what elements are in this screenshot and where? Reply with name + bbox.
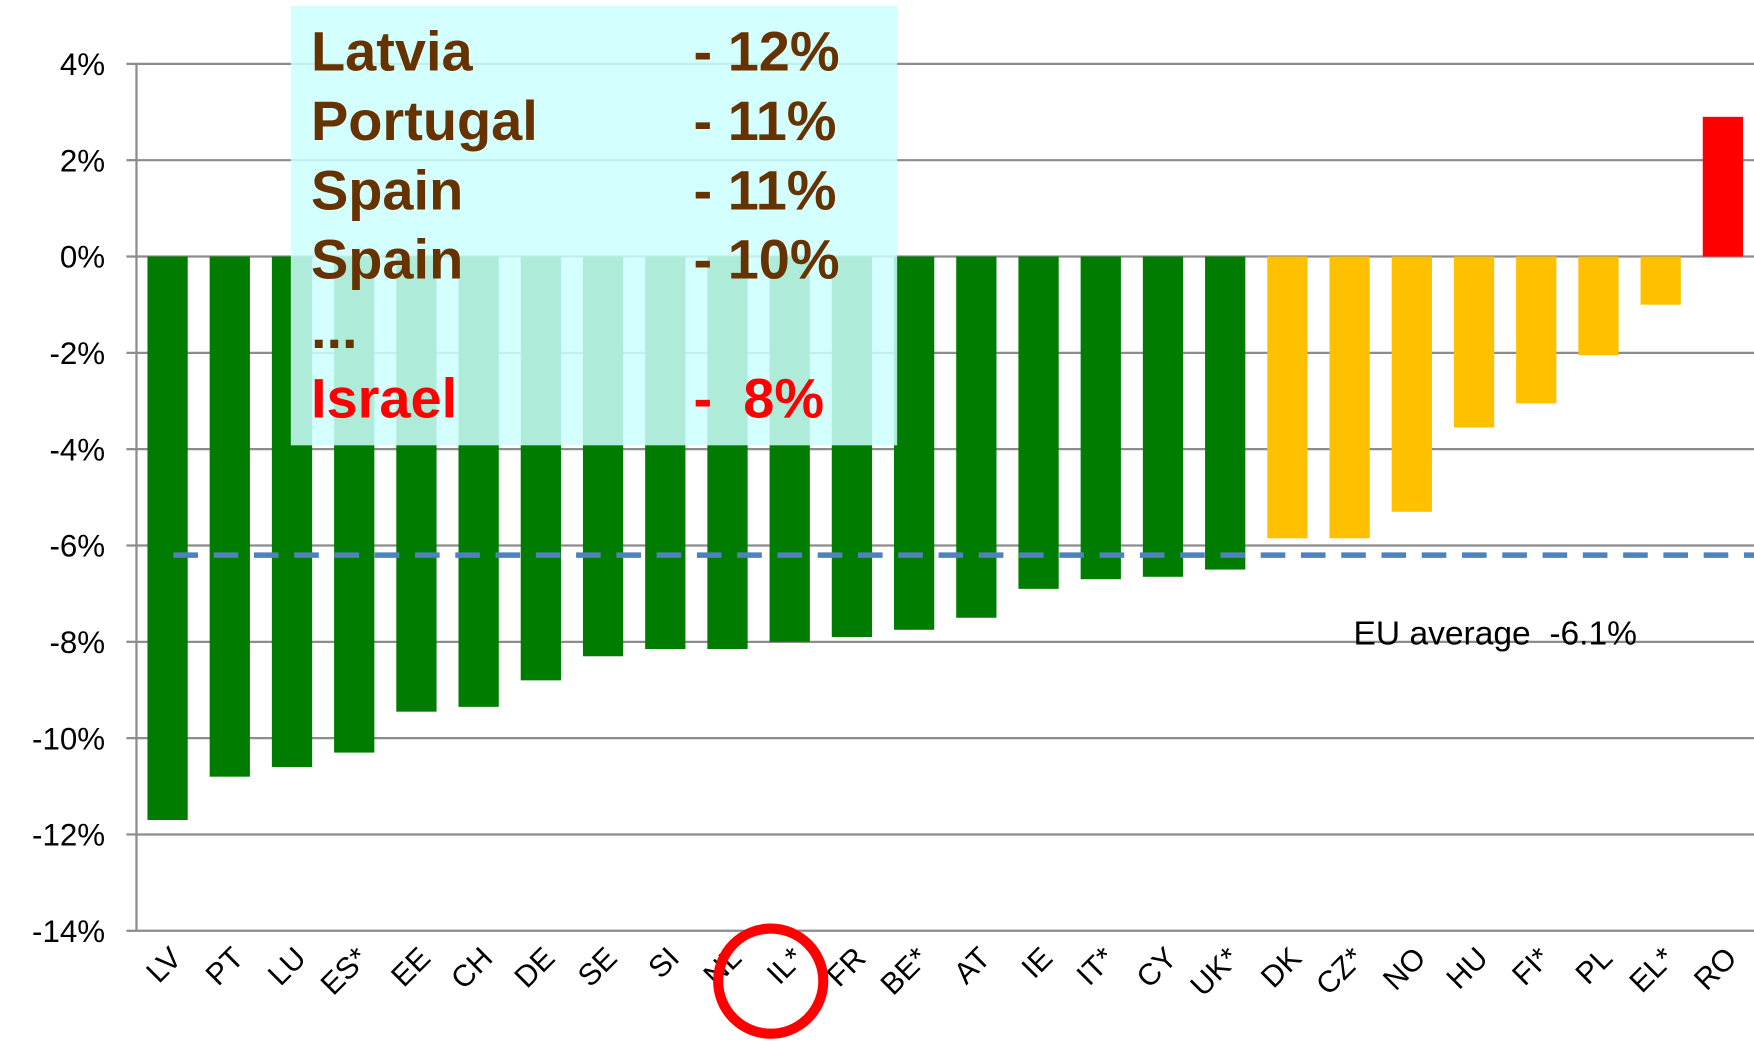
overlay-box [290, 5, 898, 446]
x-tick-label: DK [1255, 941, 1308, 994]
y-tick-label: -12% [32, 818, 105, 853]
overlay-value: - 10% [694, 228, 840, 291]
x-tick-label: EL* [1624, 941, 1682, 999]
overlay-name: Israel [311, 366, 457, 429]
x-tick-label: LV [140, 941, 188, 989]
x-tick-label: CY [1131, 941, 1184, 994]
bar [1640, 256, 1681, 305]
x-tick-label: IE [1016, 941, 1060, 985]
y-tick-label: 0% [60, 240, 105, 275]
x-tick-label: DE [508, 941, 561, 994]
overlay-name: Spain [311, 158, 463, 221]
bar [1142, 256, 1184, 577]
x-tick-label: EE [385, 941, 437, 993]
bar [1453, 256, 1495, 428]
overlay-name: ... [311, 297, 358, 360]
y-tick-label: -10% [32, 721, 105, 756]
x-tick-label: NO [1377, 941, 1432, 996]
bar [1702, 116, 1744, 257]
bar [1018, 256, 1059, 589]
overlay-name: Portugal [311, 89, 538, 152]
x-tick-label: PT [200, 941, 251, 992]
highlight-circle [713, 923, 829, 1039]
average-label: EU average -6.1% [1354, 615, 1637, 652]
x-tick-label: IL* [761, 941, 811, 991]
bar [1080, 256, 1121, 580]
bar [209, 256, 250, 777]
x-tick-label: FI* [1506, 941, 1557, 992]
overlay-name: Spain [311, 228, 463, 291]
bar [956, 256, 997, 618]
y-tick-label: -6% [49, 529, 105, 564]
bar [1205, 256, 1246, 570]
y-tick-label: -2% [49, 336, 105, 371]
y-tick-label: -14% [32, 914, 105, 949]
y-tick-label: 2% [60, 143, 105, 178]
overlay-value: - 11% [694, 89, 837, 152]
y-tick-label: -8% [49, 625, 105, 660]
y-tick-label: -4% [49, 432, 105, 467]
x-tick-label: AT [948, 941, 997, 990]
overlay-value: - 8% [694, 366, 825, 429]
x-tick-label: HU [1440, 941, 1494, 995]
bar [1391, 256, 1432, 512]
x-tick-label: LU [262, 941, 313, 992]
x-tick-label: FR [821, 941, 873, 993]
x-tick-label: ES* [315, 941, 375, 1001]
bar [1516, 256, 1557, 404]
bar [893, 256, 935, 630]
y-tick-label: 4% [60, 47, 105, 82]
x-tick-label: SE [572, 941, 624, 993]
x-tick-label: UK* [1185, 941, 1246, 1002]
x-tick-label: CZ* [1310, 941, 1370, 1001]
overlay-name: Latvia [311, 20, 474, 83]
x-tick-label: SI [642, 941, 686, 985]
x-tick-label: CH [445, 941, 499, 995]
x-tick-label: PL [1570, 941, 1619, 990]
x-tick-label: BE* [875, 941, 935, 1001]
bar [147, 256, 188, 821]
x-tick-label: IT* [1071, 941, 1122, 992]
x-tick-label: RO [1688, 941, 1743, 996]
bar [1267, 256, 1308, 539]
bar [1578, 256, 1619, 356]
bar [1329, 256, 1370, 539]
overlay-value: - 11% [694, 158, 837, 221]
overlay-value: - 12% [694, 20, 840, 83]
